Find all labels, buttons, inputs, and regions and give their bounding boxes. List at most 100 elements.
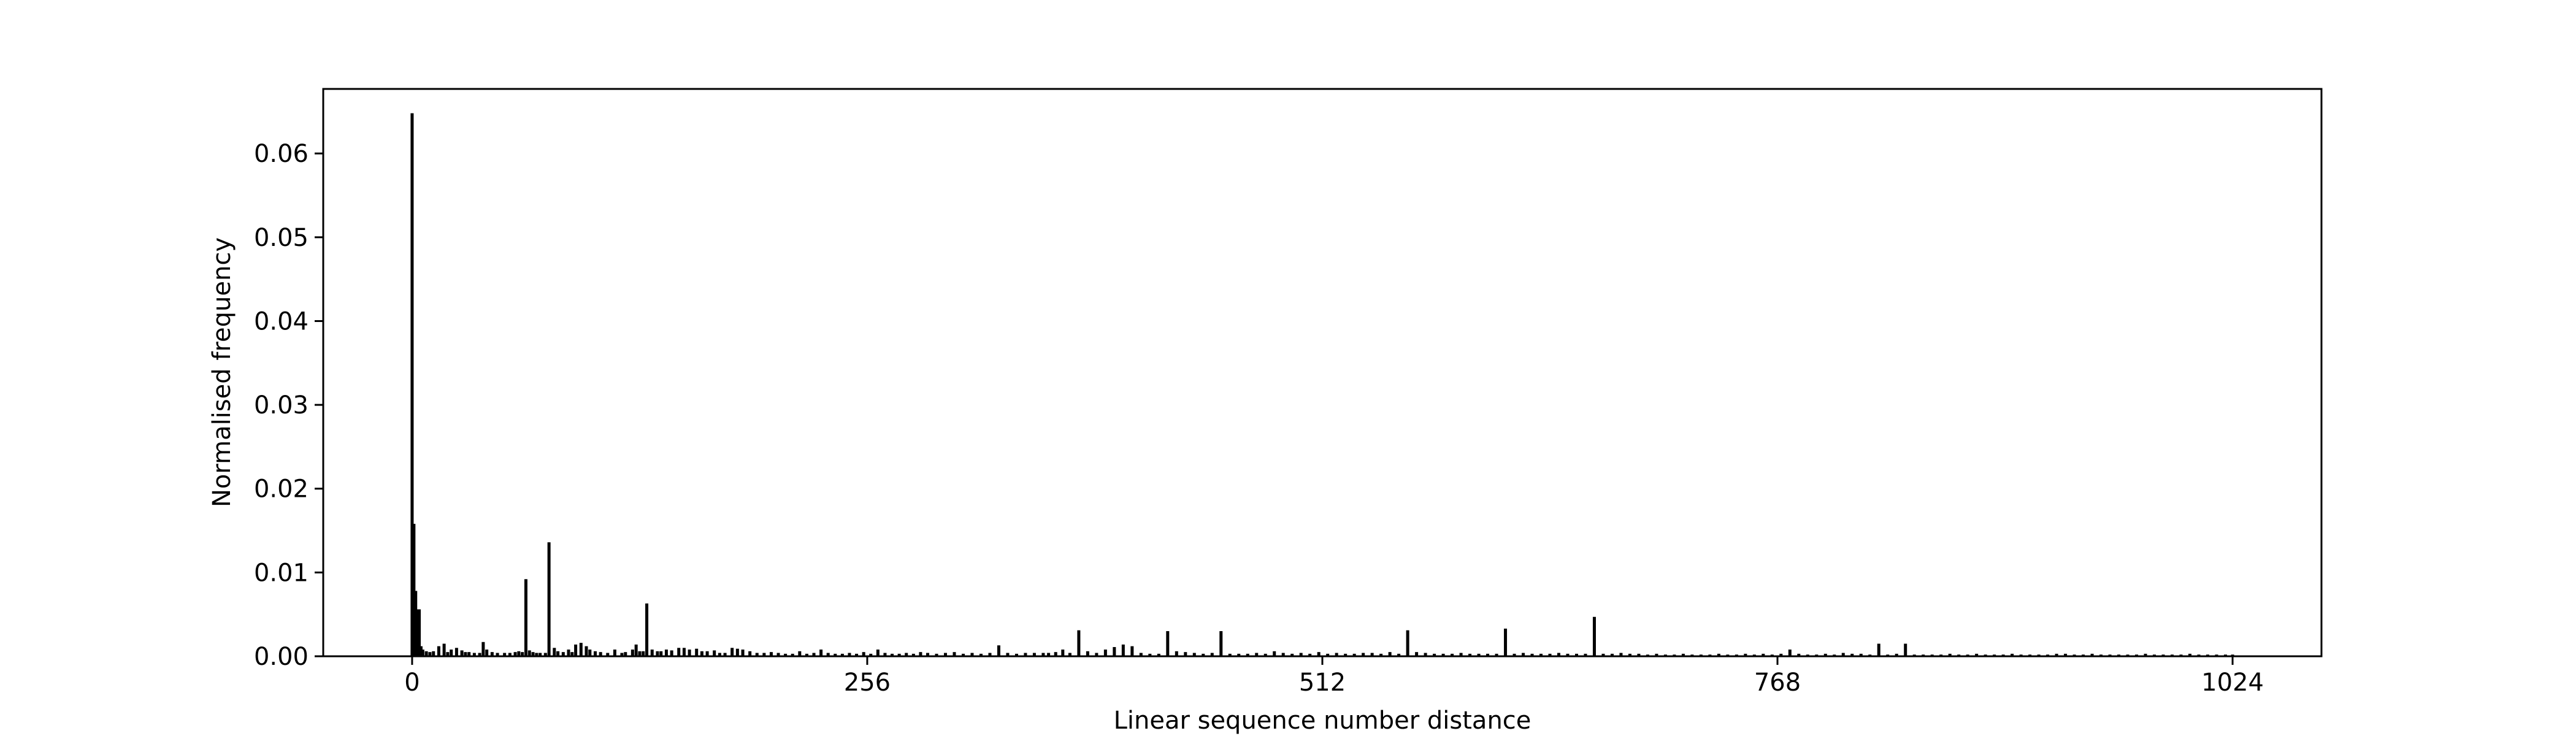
bar — [585, 646, 588, 656]
y-tick-label: 0.01 — [254, 559, 309, 587]
bar-series — [410, 113, 2234, 656]
x-axis-label: Linear sequence number distance — [1114, 707, 1531, 735]
bar — [876, 650, 880, 656]
bar — [1504, 628, 1508, 656]
bar — [574, 644, 578, 656]
bar — [1006, 653, 1010, 656]
bar — [798, 651, 802, 656]
bar — [1061, 650, 1065, 656]
bar — [1415, 652, 1419, 656]
bar — [570, 652, 574, 656]
bar — [1877, 643, 1880, 656]
x-tick-label: 512 — [1299, 669, 1346, 697]
bar — [656, 651, 659, 656]
y-tick-label: 0.04 — [254, 307, 309, 335]
bar — [1299, 653, 1303, 656]
bar — [677, 648, 681, 656]
bar — [464, 652, 467, 656]
bar — [1850, 653, 1854, 656]
bar — [1024, 653, 1027, 656]
bar — [1433, 653, 1436, 656]
bar — [467, 652, 471, 656]
bar — [784, 653, 788, 656]
y-tick-label: 0.02 — [254, 475, 309, 504]
bar — [1539, 653, 1543, 656]
bar — [620, 653, 624, 656]
bar — [556, 651, 560, 656]
bar — [840, 653, 844, 656]
bar — [1047, 653, 1051, 656]
bar — [791, 653, 794, 656]
bar — [862, 652, 865, 656]
x-tick-label: 256 — [844, 669, 891, 697]
bar — [645, 603, 649, 656]
bar — [953, 652, 956, 656]
bar — [446, 652, 450, 656]
bar — [524, 579, 527, 656]
bar — [454, 648, 458, 656]
bar — [848, 653, 851, 656]
bar — [1744, 653, 1747, 656]
bar — [1557, 653, 1561, 656]
y-axis-label: Normalised frequency — [208, 237, 236, 507]
bar — [659, 651, 663, 656]
bar — [1041, 653, 1045, 656]
bar — [1308, 653, 1312, 656]
bar — [1086, 651, 1089, 656]
bar — [410, 113, 414, 656]
bar — [1681, 653, 1685, 656]
bar — [935, 653, 938, 656]
bar — [1397, 653, 1401, 656]
bar — [944, 653, 947, 656]
bar — [1610, 653, 1614, 656]
bar — [819, 650, 823, 656]
bar — [1895, 653, 1898, 656]
bar — [527, 650, 531, 656]
bar — [1575, 653, 1578, 656]
bar — [1566, 653, 1570, 656]
bar — [1477, 653, 1481, 656]
bar — [1859, 653, 1863, 656]
bar — [2144, 653, 2147, 656]
bar — [1495, 653, 1498, 656]
bar — [1263, 653, 1267, 656]
bar — [1113, 646, 1116, 656]
bar — [547, 542, 551, 656]
bar — [1192, 653, 1196, 656]
bar — [869, 653, 873, 656]
bar — [496, 653, 499, 656]
bar — [1975, 653, 1979, 656]
bar — [1344, 653, 1347, 656]
bar — [1451, 653, 1454, 656]
bar — [490, 652, 494, 656]
bar — [1157, 653, 1160, 656]
bar — [1468, 653, 1472, 656]
bar — [812, 653, 816, 656]
bar — [1054, 652, 1057, 656]
bar — [897, 653, 901, 656]
bar — [1290, 653, 1294, 656]
bar — [1548, 653, 1552, 656]
bar — [926, 653, 930, 656]
bar — [418, 609, 421, 656]
bar — [1103, 650, 1107, 656]
y-tick-label: 0.06 — [254, 140, 309, 168]
bar — [961, 653, 965, 656]
bar — [1379, 653, 1383, 656]
bar — [682, 648, 686, 656]
bar — [997, 645, 1000, 656]
bar — [442, 643, 446, 656]
bar — [539, 653, 542, 656]
y-tick-label: 0.03 — [254, 391, 309, 420]
bar — [1237, 653, 1241, 656]
bar — [1388, 652, 1392, 656]
bar — [905, 653, 908, 656]
bar — [1512, 653, 1516, 656]
bar — [1592, 616, 1596, 656]
bar — [1326, 653, 1330, 656]
bar — [1486, 653, 1490, 656]
bar — [688, 650, 691, 656]
bar — [695, 648, 699, 656]
bar — [599, 652, 602, 656]
